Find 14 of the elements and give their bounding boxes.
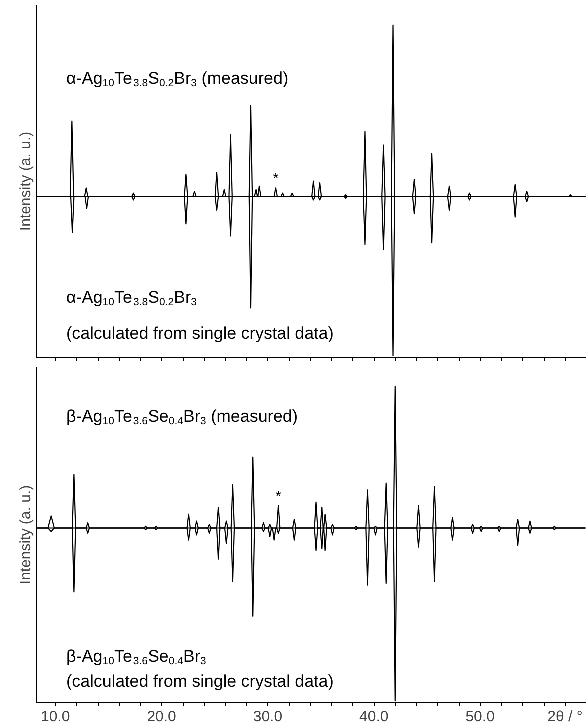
x-tick-label: 20.0 <box>147 708 176 726</box>
text: (measured) <box>202 69 289 88</box>
x-tick-label: 50.0 <box>466 708 495 726</box>
x-axis-title: 2θ / ° <box>548 708 583 726</box>
x-tick-label: 30.0 <box>253 708 283 726</box>
annotation: * <box>276 488 282 504</box>
y-axis-title: Intensity (a. u.) <box>18 485 34 585</box>
x-tick-label: 40.0 <box>360 708 389 726</box>
text: (measured) <box>211 407 298 426</box>
annotation: * <box>273 170 280 186</box>
x-tick-label: 10.0 <box>41 708 70 726</box>
annotation: (calculated from single crystal data) <box>66 672 334 691</box>
annotation: (calculated from single crystal data) <box>66 324 334 343</box>
y-axis-title: Intensity (a. u.) <box>18 132 34 232</box>
